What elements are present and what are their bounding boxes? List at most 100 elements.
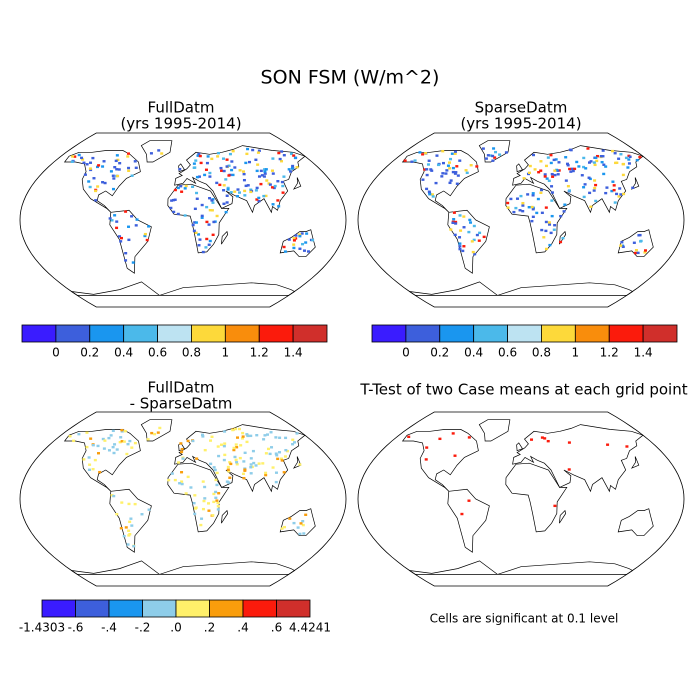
grid-cell — [228, 461, 232, 464]
grid-cell — [454, 220, 458, 224]
grid-cell — [537, 171, 541, 174]
grid-cell — [589, 205, 593, 208]
grid-cell — [112, 451, 116, 455]
grid-cell — [491, 159, 495, 162]
grid-cell — [219, 443, 223, 446]
grid-cell — [88, 463, 92, 466]
grid-cell — [583, 183, 587, 186]
grid-cell — [521, 201, 525, 205]
grid-cell — [462, 215, 466, 218]
grid-cell — [421, 153, 425, 156]
grid-cell — [127, 502, 131, 506]
grid-cell — [201, 250, 205, 254]
grid-cell — [225, 194, 229, 197]
grid-cell — [455, 165, 459, 168]
map-frame — [357, 411, 685, 587]
grid-cell — [257, 462, 261, 465]
grid-cell — [180, 482, 184, 486]
grid-cell — [586, 147, 590, 150]
grid-cell — [540, 188, 544, 192]
grid-cell — [112, 494, 116, 498]
grid-cell — [571, 169, 575, 173]
grid-cell — [528, 164, 532, 168]
grid-cell — [101, 437, 105, 441]
grid-cell — [181, 457, 185, 460]
colorbar-box — [89, 324, 125, 343]
grid-cell — [441, 172, 445, 175]
grid-cell — [184, 184, 188, 188]
coastline — [109, 209, 152, 274]
colorbar-box — [224, 324, 260, 343]
grid-cell — [268, 183, 272, 186]
grid-cell — [452, 217, 456, 221]
grid-cell — [226, 468, 230, 471]
grid-cell — [246, 147, 250, 151]
grid-cell — [191, 439, 195, 443]
grid-cell — [131, 261, 135, 264]
grid-cell — [110, 494, 114, 497]
grid-cell — [246, 434, 250, 438]
grid-cell — [195, 191, 199, 195]
grid-cell — [274, 452, 278, 455]
grid-cell — [311, 238, 315, 242]
grid-cell — [477, 239, 481, 242]
grid-cell — [428, 193, 432, 196]
grid-cell — [582, 195, 586, 199]
grid-cell — [606, 443, 610, 446]
grid-cell — [235, 461, 239, 464]
grid-cell — [135, 218, 139, 221]
grid-cell — [215, 483, 219, 487]
coastline — [617, 229, 654, 258]
grid-cell — [279, 457, 283, 460]
grid-cell — [249, 434, 253, 438]
grid-cell — [539, 169, 543, 172]
grid-cell — [211, 514, 215, 517]
grid-cell — [424, 458, 428, 461]
grid-cell — [430, 193, 434, 196]
grid-cell — [237, 427, 241, 431]
grid-cell — [80, 156, 84, 160]
grid-cell — [304, 513, 308, 516]
grid-cell — [203, 173, 207, 177]
grid-cell — [143, 234, 147, 238]
grid-cell — [178, 167, 182, 171]
grid-cell — [221, 157, 225, 160]
grid-cell — [271, 172, 275, 175]
coastline — [559, 509, 567, 524]
grid-cell — [241, 431, 245, 435]
grid-cell — [605, 186, 609, 189]
grid-cell — [282, 154, 286, 157]
grid-cell — [113, 443, 117, 446]
grid-cell — [515, 197, 519, 200]
grid-cell — [210, 157, 214, 161]
grid-cell — [238, 191, 242, 194]
colorbar-box — [371, 324, 407, 343]
grid-cell — [292, 521, 296, 525]
colorbar-box — [123, 324, 158, 343]
grid-cell — [207, 502, 211, 505]
grid-cell — [223, 442, 227, 445]
grid-cell — [428, 191, 432, 195]
grid-cell — [482, 235, 486, 239]
grid-cell — [446, 164, 450, 167]
grid-cell — [96, 185, 100, 188]
grid-cell — [561, 236, 565, 240]
grid-cell — [504, 151, 508, 154]
grid-cell — [254, 158, 258, 161]
grid-cell — [124, 526, 128, 529]
grid-cell — [594, 156, 598, 159]
grid-cell — [158, 426, 162, 430]
grid-cell — [207, 223, 211, 226]
grid-cell — [425, 168, 429, 171]
grid-cell — [604, 165, 608, 168]
grid-cell — [549, 153, 553, 157]
panel-subtitle: - SparseDatm — [130, 395, 233, 413]
panel-subtitle: (yrs 1995-2014) — [460, 115, 581, 133]
map-frame — [19, 411, 347, 587]
grid-cell — [553, 504, 557, 508]
grid-cell — [180, 480, 184, 483]
grid-cell — [526, 193, 530, 196]
grid-cell — [292, 246, 296, 250]
grid-cell — [425, 173, 429, 177]
grid-cell — [292, 239, 296, 242]
